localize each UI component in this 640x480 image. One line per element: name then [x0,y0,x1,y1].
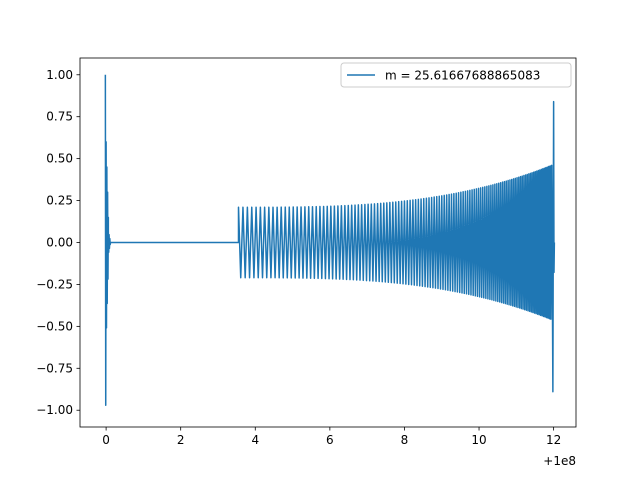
x-tick-label: 12 [546,433,561,447]
y-tick-label: 0.25 [46,194,73,208]
x-tick-label: 0 [102,433,110,447]
x-tick-label: 2 [177,433,185,447]
legend-box [340,62,572,88]
y-tick-label: −1.00 [36,403,73,417]
plot-area [104,74,556,406]
x-tick-label: 10 [471,433,486,447]
y-tick-label: −0.25 [36,277,73,291]
y-tick-label: 0.00 [46,236,73,250]
y-tick-label: −0.50 [36,319,73,333]
x-tick-label: 8 [401,433,409,447]
y-tick-label: 0.75 [46,110,73,124]
x-offset-label: +1e8 [543,454,576,468]
legend-label: m = 25.61667688865083 [385,69,540,83]
y-tick-label: 1.00 [46,68,73,82]
y-tick-label: 0.50 [46,152,73,166]
x-tick-label: 6 [326,433,334,447]
axes: 0 2 4 6 8 10 12 −1.00 −0.75 −0.50 −0.25 0.00 0.25 0.5… [36,57,577,468]
y-tick-label: −0.75 [36,361,73,375]
legend: m = 25.61667688865083 [340,62,572,88]
series-line [104,74,556,406]
x-tick-label: 4 [251,433,259,447]
